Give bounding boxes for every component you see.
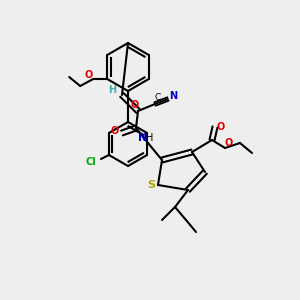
Text: O: O [225,138,233,148]
Text: H: H [108,85,116,95]
Text: O: O [84,70,92,80]
Text: O: O [217,122,225,132]
Text: Cl: Cl [85,157,96,167]
Text: H: H [146,133,154,143]
Text: C: C [155,92,161,101]
Text: N: N [169,91,177,101]
Text: O: O [131,100,139,110]
Text: N: N [138,133,148,143]
Text: S: S [147,180,155,190]
Text: O: O [111,126,119,136]
